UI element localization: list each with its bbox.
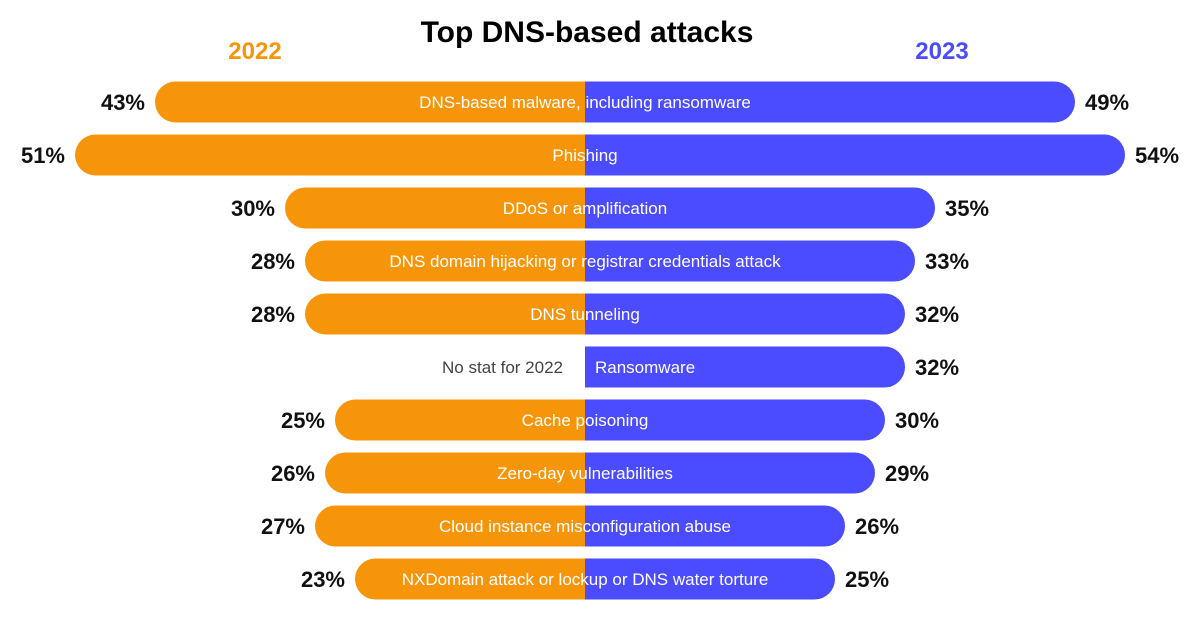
category-label: Phishing xyxy=(552,146,617,165)
value-label-2022: 28% xyxy=(251,249,295,274)
category-label: Cache poisoning xyxy=(522,411,649,430)
category-label: Cloud instance misconfiguration abuse xyxy=(439,517,731,536)
bar-2022 xyxy=(75,134,585,176)
value-label-2023: 29% xyxy=(885,461,929,486)
value-label-2022: 23% xyxy=(301,567,345,592)
bar-2022 xyxy=(155,81,585,123)
category-label: DDoS or amplification xyxy=(503,199,667,218)
bar-2023 xyxy=(585,81,1075,123)
category-label: DNS domain hijacking or registrar creden… xyxy=(389,252,781,271)
category-label: Zero-day vulnerabilities xyxy=(497,464,673,483)
bar-2022 xyxy=(335,399,585,441)
bar-2022 xyxy=(284,187,585,229)
bar-2023 xyxy=(585,558,835,600)
value-label-2023: 26% xyxy=(855,514,899,539)
category-label: NXDomain attack or lockup or DNS water t… xyxy=(402,570,769,589)
bar-2023 xyxy=(585,293,905,335)
value-label-2022: 43% xyxy=(101,90,145,115)
value-label-2023: 32% xyxy=(915,355,959,380)
bar-2023 xyxy=(585,134,1125,176)
value-label-2023: 33% xyxy=(925,249,969,274)
value-label-2023: 32% xyxy=(915,302,959,327)
value-label-2022: 30% xyxy=(231,196,275,221)
value-label-2022: 26% xyxy=(271,461,315,486)
value-label-2022: 25% xyxy=(281,408,325,433)
bar-2023 xyxy=(585,505,845,547)
value-label-2023: 54% xyxy=(1135,143,1179,168)
value-label-2022: 27% xyxy=(261,514,305,539)
legend-2022: 2022 xyxy=(228,38,281,65)
bar-2023 xyxy=(585,452,875,494)
category-label: DNS tunneling xyxy=(530,305,640,324)
missing-stat-label: No stat for 2022 xyxy=(442,358,563,377)
value-label-2023: 25% xyxy=(845,567,889,592)
category-label: DNS-based malware, including ransomware xyxy=(419,93,751,112)
bar-2023 xyxy=(585,187,935,229)
bar-2023 xyxy=(585,240,915,282)
value-label-2023: 35% xyxy=(945,196,989,221)
bar-2022 xyxy=(314,505,585,547)
bar-2022 xyxy=(354,558,585,600)
category-label: Ransomware xyxy=(595,358,695,377)
value-label-2022: 51% xyxy=(21,143,65,168)
bar-2023 xyxy=(585,399,885,441)
value-label-2023: 49% xyxy=(1085,90,1129,115)
bar-2023 xyxy=(585,346,905,388)
chart-title: Top DNS-based attacks xyxy=(421,16,754,49)
bar-2022 xyxy=(325,452,585,494)
value-label-2023: 30% xyxy=(895,408,939,433)
legend-2023: 2023 xyxy=(915,38,968,65)
value-label-2022: 28% xyxy=(251,302,295,327)
bar-2022 xyxy=(305,293,585,335)
bar-2022 xyxy=(304,240,585,282)
